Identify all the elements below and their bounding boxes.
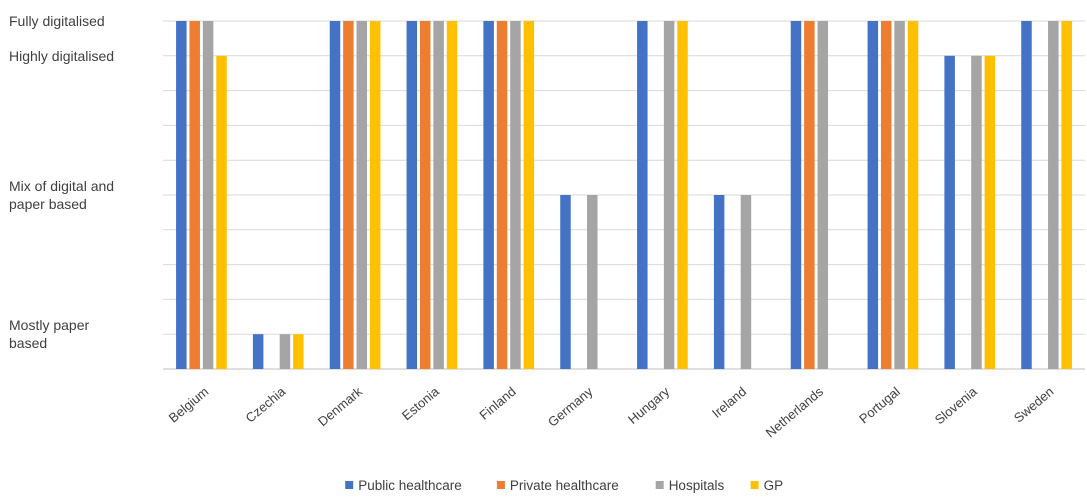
legend-label-public-healthcare: Public healthcare: [358, 478, 462, 493]
legend-label-gp: GP: [764, 478, 784, 493]
bar-finland-public-healthcare: [483, 21, 494, 369]
bars: [176, 21, 1072, 370]
y-axis-labels: Fully digitalised Highly digitalised Mix o…: [9, 13, 114, 351]
bar-ireland-hospitals: [740, 195, 752, 369]
bar-estonia-private-healthcare: [419, 21, 431, 369]
x-tick-label-finland: Finland: [476, 384, 518, 423]
legend-label-private-healthcare: Private healthcare: [510, 478, 619, 493]
bar-hungary-gp: [677, 21, 688, 369]
bar-sweden-public-healthcare: [1021, 21, 1032, 369]
bar-denmark-public-healthcare: [329, 21, 341, 369]
bar-belgium-gp: [216, 55, 227, 370]
x-tick-label-ireland: Ireland: [709, 384, 749, 421]
legend-swatch-gp: [750, 481, 759, 489]
bar-denmark-hospitals: [356, 21, 368, 369]
bar-hungary-hospitals: [663, 21, 675, 369]
y-tick-label: Fully digitalised: [9, 13, 105, 29]
x-axis-labels: Belgium Czechia Denmark Estonia Finland Germa…: [166, 383, 1057, 440]
legend-label-hospitals: Hospitals: [669, 478, 725, 493]
x-tick-label-hungary: Hungary: [625, 383, 673, 426]
y-tick-label: Mostly paper based: [9, 317, 89, 351]
bar-portugal-private-healthcare: [880, 21, 892, 369]
x-tick-label-denmark: Denmark: [315, 383, 365, 429]
bar-netherlands-public-healthcare: [790, 21, 802, 369]
legend-swatch-private-healthcare: [496, 481, 505, 489]
x-tick-label-estonia: Estonia: [399, 383, 442, 423]
bar-belgium-public-healthcare: [176, 21, 187, 369]
bar-belgium-private-healthcare: [189, 21, 200, 369]
bar-estonia-public-healthcare: [406, 21, 418, 369]
bar-portugal-gp: [907, 21, 919, 369]
bar-finland-gp: [523, 21, 535, 369]
bar-czechia-gp: [293, 334, 304, 369]
bar-germany-hospitals: [587, 195, 598, 369]
bar-sweden-gp: [1061, 21, 1072, 369]
bar-czechia-public-healthcare: [252, 334, 264, 369]
bar-estonia-hospitals: [433, 21, 444, 369]
x-tick-label-sweden: Sweden: [1011, 384, 1057, 426]
bar-denmark-gp: [369, 21, 381, 369]
bar-netherlands-hospitals: [817, 21, 829, 369]
legend-swatch-hospitals: [655, 481, 664, 489]
bar-portugal-hospitals: [894, 21, 905, 369]
bar-denmark-private-healthcare: [343, 21, 354, 369]
bar-slovenia-public-healthcare: [944, 55, 955, 370]
bar-slovenia-hospitals: [971, 55, 982, 370]
bar-slovenia-gp: [984, 55, 996, 370]
x-tick-label-netherlands: Netherlands: [763, 383, 827, 440]
x-tick-label-belgium: Belgium: [166, 384, 212, 426]
bar-belgium-hospitals: [202, 21, 214, 369]
legend-swatch-public-healthcare: [345, 481, 354, 489]
y-tick-label: Mix of digital and paper based: [9, 178, 114, 212]
bar-germany-public-healthcare: [560, 195, 571, 369]
x-tick-label-portugal: Portugal: [856, 384, 903, 427]
bar-estonia-gp: [446, 21, 458, 369]
bar-czechia-hospitals: [279, 334, 291, 369]
bar-sweden-hospitals: [1048, 21, 1059, 369]
legend: Public healthcare Private healthcare Hospi…: [345, 478, 783, 493]
x-tick-label-czechia: Czechia: [243, 383, 289, 425]
bar-finland-private-healthcare: [496, 21, 508, 369]
bar-portugal-public-healthcare: [867, 21, 879, 369]
x-tick-label-germany: Germany: [545, 383, 596, 429]
bar-finland-hospitals: [510, 21, 521, 369]
gridlines: [163, 20, 1085, 370]
bar-ireland-public-healthcare: [713, 195, 725, 369]
bar-netherlands-private-healthcare: [804, 21, 815, 369]
y-tick-label: Highly digitalised: [9, 48, 114, 64]
bar-hungary-public-healthcare: [637, 21, 648, 369]
x-tick-label-slovenia: Slovenia: [932, 383, 980, 427]
